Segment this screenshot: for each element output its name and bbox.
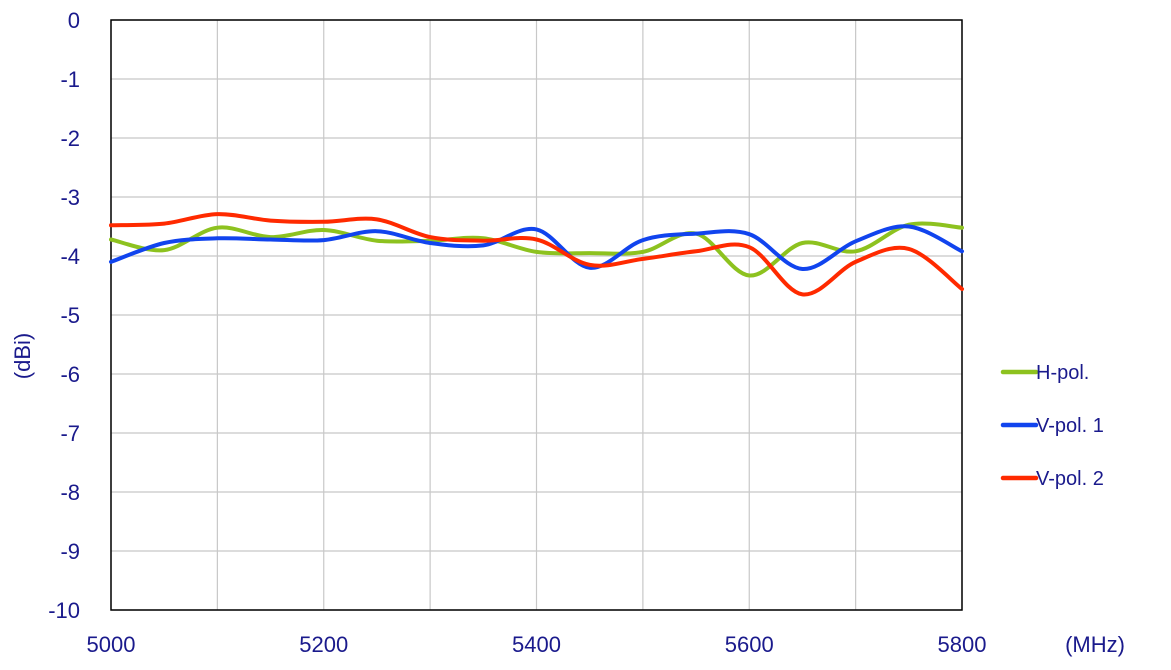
legend-label-3: V-pol. 2 bbox=[1036, 468, 1104, 490]
legend-label-1: H-pol. bbox=[1036, 362, 1089, 384]
y-tick-label: -3 bbox=[60, 185, 80, 210]
y-tick-label: -9 bbox=[60, 539, 80, 564]
x-axis-tick-labels: 5000 5200 5400 5600 5800 bbox=[87, 632, 987, 657]
x-tick-label: 5400 bbox=[512, 632, 561, 657]
series-line-2 bbox=[109, 224, 964, 271]
y-tick-label: -2 bbox=[60, 126, 80, 151]
y-tick-label: -7 bbox=[60, 421, 80, 446]
y-tick-label: -4 bbox=[60, 244, 80, 269]
x-axis-title: (MHz) bbox=[1065, 632, 1125, 657]
y-tick-label: -8 bbox=[60, 480, 80, 505]
legend: H-pol. V-pol. 1 V-pol. 2 bbox=[1000, 362, 1104, 490]
y-tick-label: -5 bbox=[60, 303, 80, 328]
y-axis-title: (dBi) bbox=[10, 333, 35, 379]
y-axis-tick-labels: 0 -1 -2 -3 -4 -5 -6 -7 -8 -9 -10 bbox=[48, 8, 80, 623]
series-lines bbox=[109, 212, 964, 297]
plot-area-frame bbox=[110, 19, 963, 611]
y-tick-label: -10 bbox=[48, 598, 80, 623]
series-line-3 bbox=[109, 212, 964, 297]
x-tick-label: 5600 bbox=[725, 632, 774, 657]
y-tick-label: -1 bbox=[60, 67, 80, 92]
y-tick-label: 0 bbox=[68, 8, 80, 33]
x-tick-label: 5200 bbox=[299, 632, 348, 657]
grid-lines bbox=[110, 19, 963, 611]
x-tick-label: 5000 bbox=[87, 632, 136, 657]
y-tick-label: -6 bbox=[60, 362, 80, 387]
x-tick-label: 5800 bbox=[938, 632, 987, 657]
legend-label-2: V-pol. 1 bbox=[1036, 415, 1104, 437]
series-line-1 bbox=[109, 221, 964, 278]
